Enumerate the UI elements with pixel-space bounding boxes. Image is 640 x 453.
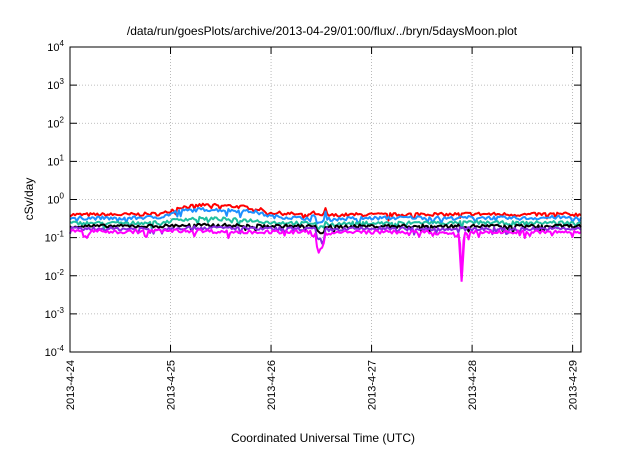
series-line-3 bbox=[69, 215, 582, 230]
y-tick-label: 10-1 bbox=[45, 230, 65, 245]
y-tick-label: 10-3 bbox=[45, 306, 65, 321]
series-line-4 bbox=[69, 222, 582, 235]
y-tick-label: 10-2 bbox=[45, 268, 65, 283]
x-axis-title: Coordinated Universal Time (UTC) bbox=[231, 431, 415, 445]
x-tick-label: 2013-4-29 bbox=[568, 360, 580, 410]
y-tick-label: 102 bbox=[47, 115, 64, 130]
y-tick-label: 10-4 bbox=[45, 344, 65, 359]
x-tick-label: 2013-4-28 bbox=[467, 360, 479, 410]
y-tick-label: 103 bbox=[47, 77, 64, 92]
x-axis-ticks: 2013-4-24 2013-4-25 2013-4-26 2013-4-27 2013… bbox=[65, 47, 580, 410]
chart-title: /data/run/goesPlots/archive/2013-04-29/0… bbox=[127, 24, 518, 38]
y-tick-label: 101 bbox=[47, 153, 64, 168]
y-axis-title: cSv/day bbox=[22, 178, 36, 221]
y-axis-ticks: 10-4 10-3 10-2 10-1 100 101 102 103 104 bbox=[45, 39, 581, 359]
x-tick-label: 2013-4-27 bbox=[367, 360, 379, 410]
series-line-6 bbox=[69, 228, 582, 279]
y-tick-label: 104 bbox=[47, 39, 64, 54]
grid-lines bbox=[69, 47, 581, 352]
series-dip-6 bbox=[457, 233, 466, 282]
x-tick-label: 2013-4-26 bbox=[266, 360, 278, 410]
series-line-1 bbox=[69, 202, 582, 222]
series-lines bbox=[69, 202, 582, 282]
x-tick-label: 2013-4-25 bbox=[166, 360, 178, 410]
y-tick-label: 100 bbox=[47, 192, 64, 207]
x-tick-label: 2013-4-24 bbox=[65, 360, 77, 410]
